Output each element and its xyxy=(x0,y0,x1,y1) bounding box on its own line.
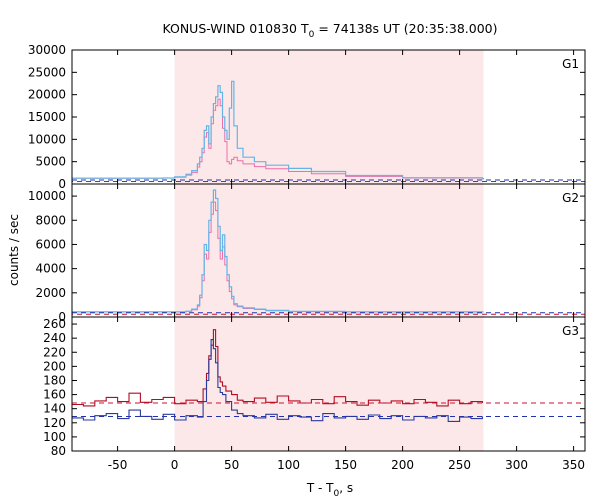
panel-label: G3 xyxy=(562,324,579,338)
y-tick-label: 100 xyxy=(43,430,66,444)
red-curve xyxy=(72,329,483,407)
y-tick-label: 15000 xyxy=(28,110,66,124)
panel-g2: 0 2000 4000 6000 8000 10000 G2 xyxy=(28,183,586,324)
y-tick-label: 180 xyxy=(43,373,66,387)
x-tick-label: 300 xyxy=(505,458,528,472)
x-tick-label: 200 xyxy=(391,458,414,472)
panel-g1: 0 5000 10000 15000 20000 25000 30000 G1 xyxy=(28,43,586,191)
y-tick-label: 10000 xyxy=(28,189,66,203)
y-axis-label: counts / sec xyxy=(7,214,21,286)
y-tick-label: 240 xyxy=(43,331,66,345)
y-tick-label: 4000 xyxy=(35,262,66,276)
y-tick-label: 120 xyxy=(43,416,66,430)
panel-label: G1 xyxy=(562,57,579,71)
highlight-band xyxy=(174,50,484,184)
x-tick-label: 100 xyxy=(277,458,300,472)
y-tick-label: 5000 xyxy=(35,155,66,169)
blue-curve xyxy=(72,339,483,422)
x-tick-label: 50 xyxy=(224,458,239,472)
y-tick-label: 0 xyxy=(58,177,66,191)
panels-group: 050001000015000200002500030000G102000400… xyxy=(28,43,586,472)
y-tick-label: 30000 xyxy=(28,43,66,57)
blue-curve xyxy=(72,80,485,180)
y-tick-label: 140 xyxy=(43,402,66,416)
y-tick-label: 10000 xyxy=(28,132,66,146)
x-tick-label: 250 xyxy=(448,458,471,472)
y-tick-label: 260 xyxy=(43,317,66,331)
x-tick-label: 150 xyxy=(334,458,357,472)
panel-label: G2 xyxy=(562,191,579,205)
chart-title: KONUS-WIND 010830 T0 = 74138s UT (20:35:… xyxy=(162,21,497,40)
y-tick-label: 20000 xyxy=(28,88,66,102)
highlight-band xyxy=(174,184,484,317)
highlight-band xyxy=(174,317,484,451)
x-tick-label: 0 xyxy=(171,458,179,472)
y-tick-label: 220 xyxy=(43,345,66,359)
y-tick-label: 8000 xyxy=(35,213,66,227)
x-tick-label: 350 xyxy=(562,458,585,472)
y-tick-label: 2000 xyxy=(35,286,66,300)
y-tick-label: 25000 xyxy=(28,65,66,79)
y-tick-label: 0 xyxy=(58,310,66,324)
y-tick-label: 6000 xyxy=(35,237,66,251)
y-tick-label: 160 xyxy=(43,388,66,402)
blue-curve xyxy=(72,189,484,313)
panel-frame xyxy=(71,316,586,452)
y-tick-label: 80 xyxy=(51,444,66,458)
x-axis-label: T - T0, s xyxy=(306,481,353,499)
x-tick-label: -50 xyxy=(108,458,128,472)
y-tick-label: 200 xyxy=(43,359,66,373)
